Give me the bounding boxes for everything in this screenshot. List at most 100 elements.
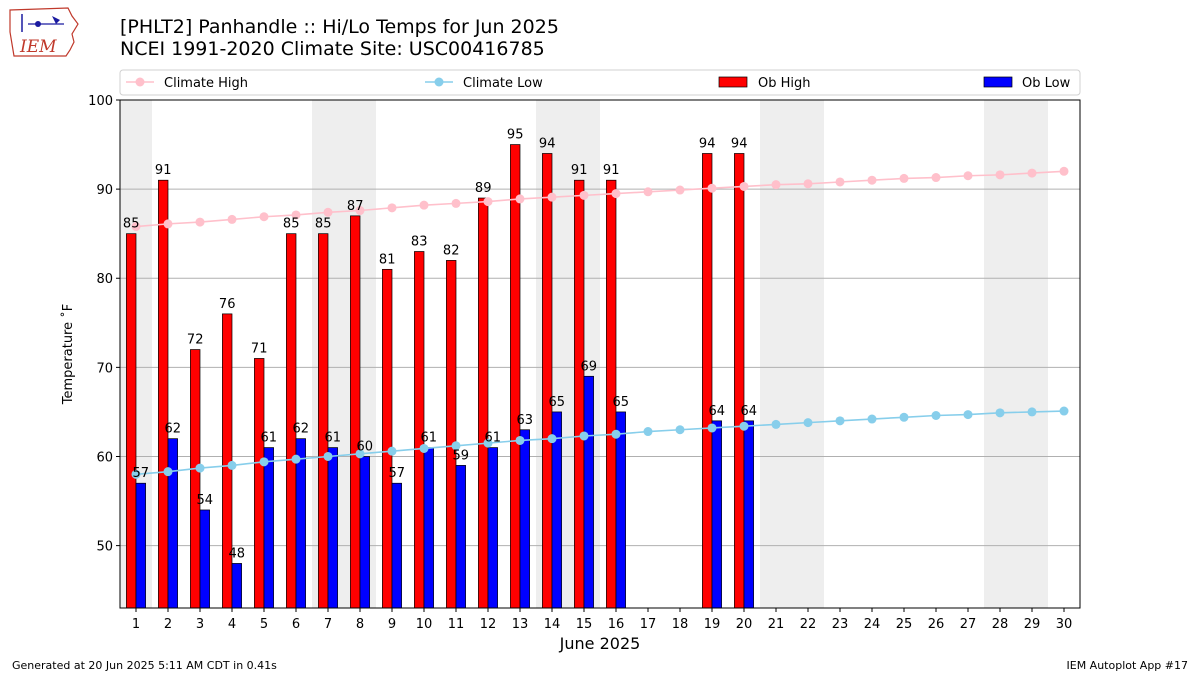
x-tick-label: 11 (448, 617, 465, 632)
legend-climate-high-label: Climate High (164, 76, 248, 91)
x-tick-label: 20 (736, 617, 753, 632)
climate-high-point (675, 185, 685, 195)
ob-low-label: 65 (549, 395, 566, 410)
x-tick-label: 24 (864, 617, 881, 632)
weekend-shade (984, 100, 1016, 608)
legend-ob-high-swatch (718, 76, 748, 88)
ob-low-label: 65 (613, 395, 630, 410)
x-tick-label: 16 (608, 617, 625, 632)
ob-high-label: 94 (539, 136, 556, 151)
climate-low-point (291, 454, 301, 464)
climate-low-point (995, 408, 1005, 418)
weekend-shade (792, 100, 824, 608)
climate-high-point (739, 181, 749, 191)
ob-high-label: 89 (475, 181, 492, 196)
legend-box (119, 69, 1081, 96)
logo-text: IEM (19, 37, 57, 57)
x-tick-label: 3 (196, 617, 204, 632)
ob-high-label: 85 (123, 217, 140, 232)
climate-low-point (899, 412, 909, 422)
x-tick-label: 14 (544, 617, 561, 632)
climate-low-point (547, 434, 557, 444)
y-tick-label: 50 (96, 540, 113, 555)
ob-low-label: 48 (229, 546, 246, 561)
ob-high-bar (446, 260, 457, 609)
ob-low-label: 60 (357, 439, 374, 454)
ob-low-bar (455, 465, 466, 609)
ob-low-bar (615, 411, 626, 609)
app-credit: IEM Autoplot App #17 (1066, 659, 1189, 672)
ob-low-bar (391, 482, 402, 609)
ob-low-bar (135, 482, 146, 609)
x-tick-label: 9 (388, 617, 396, 632)
x-tick-label: 10 (416, 617, 433, 632)
climate-high-point (963, 171, 973, 181)
ob-low-bar (487, 447, 498, 609)
y-tick-label: 80 (96, 272, 113, 287)
legend-climate-low-marker (434, 77, 444, 87)
x-tick-label: 17 (640, 617, 657, 632)
climate-low-point (355, 449, 365, 459)
x-tick-label: 30 (1056, 617, 1073, 632)
ob-low-label: 57 (133, 466, 150, 481)
chart-title: [PHLT2] Panhandle :: Hi/Lo Temps for Jun… (120, 16, 559, 60)
x-tick-label: 22 (800, 617, 817, 632)
ob-high-bar (254, 358, 265, 609)
ob-high-bar (190, 349, 201, 609)
ob-low-bar (263, 447, 274, 609)
climate-high-point (579, 190, 589, 200)
climate-low-point (483, 438, 493, 448)
ob-low-label: 62 (165, 422, 182, 437)
x-tick-label: 19 (704, 617, 721, 632)
x-tick-label: 26 (928, 617, 945, 632)
x-tick-label: 12 (480, 617, 497, 632)
title-line-2: NCEI 1991-2020 Climate Site: USC00416785 (120, 38, 545, 60)
x-tick-label: 23 (832, 617, 849, 632)
x-tick-label: 21 (768, 617, 785, 632)
legend-climate-low-label: Climate Low (463, 76, 543, 91)
x-tick-label: 13 (512, 617, 529, 632)
climate-low-point (195, 463, 205, 473)
climate-high-point (195, 217, 205, 227)
ob-high-label: 85 (283, 217, 300, 232)
ob-low-label: 61 (485, 431, 502, 446)
ob-low-bar (711, 420, 722, 609)
climate-high-point (899, 173, 909, 183)
y-axis-title: Temperature ˚F (60, 304, 76, 405)
ob-high-label: 87 (347, 199, 364, 214)
legend-ob-low-label: Ob Low (1022, 76, 1071, 91)
x-tick-label: 4 (228, 617, 236, 632)
legend-ob-high-label: Ob High (758, 76, 811, 91)
climate-low-point (835, 416, 845, 426)
x-tick-label: 18 (672, 617, 689, 632)
climate-high-point (1059, 166, 1069, 176)
ob-high-label: 91 (155, 163, 172, 178)
climate-high-point (131, 222, 141, 232)
ob-low-label: 64 (709, 404, 726, 419)
ob-high-label: 91 (603, 163, 620, 178)
climate-high-point (867, 175, 877, 185)
climate-low-point (739, 421, 749, 431)
climate-high-point (547, 192, 557, 202)
ob-high-bar (126, 233, 137, 609)
ob-high-label: 71 (251, 341, 268, 356)
ob-low-bar (167, 438, 178, 609)
climate-high-point (803, 179, 813, 189)
ob-low-label: 61 (261, 431, 278, 446)
climate-high-line (135, 170, 1065, 228)
legend-climate-high-marker (135, 77, 145, 87)
climate-low-line (135, 410, 1065, 476)
ob-low-label: 61 (325, 431, 342, 446)
climate-high-point (643, 187, 653, 197)
ob-low-label: 62 (293, 422, 310, 437)
climate-high-point (227, 214, 237, 224)
climate-low-point (515, 435, 525, 445)
climate-low-point (419, 443, 429, 453)
weekend-shade (760, 100, 792, 608)
climate-low-point (803, 418, 813, 428)
y-tick-label: 70 (96, 361, 113, 376)
x-tick-label: 15 (576, 617, 593, 632)
climate-high-point (259, 212, 269, 222)
ob-low-bar (199, 509, 210, 609)
ob-high-bar (510, 144, 521, 609)
